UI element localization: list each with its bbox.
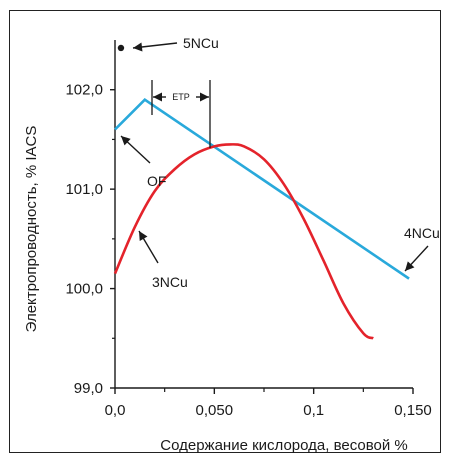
arrow-of-head bbox=[121, 136, 131, 146]
chart-frame bbox=[9, 10, 441, 453]
annotation-of: OF bbox=[147, 173, 166, 189]
x-tick-label: 0,1 bbox=[303, 402, 324, 419]
y-tick-label: 100,0 bbox=[65, 281, 103, 298]
annotation-3ncu: 3NCu bbox=[152, 274, 188, 290]
marks-group bbox=[117, 42, 429, 272]
arrow-3ncu-head bbox=[139, 231, 148, 242]
y-axis-label: Электропроводность, % IACS bbox=[23, 126, 40, 333]
etp-arrow-right-head bbox=[200, 92, 209, 102]
x-tick-label: 0,0 bbox=[105, 402, 126, 419]
series-curve-red bbox=[113, 143, 374, 340]
annotation-5ncu: 5NCu bbox=[183, 35, 219, 51]
annotation-etp: ETP bbox=[172, 92, 190, 102]
x-tick-label: 0,050 bbox=[196, 402, 234, 419]
data-point bbox=[117, 44, 125, 52]
y-tick-label: 102,0 bbox=[65, 82, 103, 99]
series-line-blue bbox=[114, 97, 410, 280]
annotation-4ncu: 4NCu bbox=[404, 225, 440, 241]
y-tick-label: 101,0 bbox=[65, 181, 103, 198]
series-group bbox=[113, 97, 410, 340]
x-axis-label: Содержание кислорода, весовой % bbox=[160, 437, 408, 454]
arrow-4ncu-head bbox=[405, 261, 415, 271]
axes bbox=[110, 40, 414, 394]
arrow-5ncu-head bbox=[133, 42, 143, 52]
x-tick-label: 0,150 bbox=[394, 402, 432, 419]
labels-group: 99,0 100,0 101,0 102,0 0,0 0,050 0,1 0,150 Содер… bbox=[23, 35, 440, 454]
y-tick-label: 99,0 bbox=[74, 380, 103, 397]
etp-arrow-left-head bbox=[153, 92, 162, 102]
